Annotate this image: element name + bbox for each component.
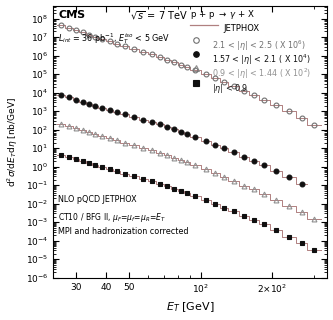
Text: p + p $\rightarrow$ $\gamma$ + X: p + p $\rightarrow$ $\gamma$ + X xyxy=(190,8,255,21)
Text: 1.57 < |$\eta$| < 2.1 ( X 10$^4$): 1.57 < |$\eta$| < 2.1 ( X 10$^4$) xyxy=(212,53,311,67)
Y-axis label: d$^2\sigma$/d$E_T$d$\eta$ [nb/GeV]: d$^2\sigma$/d$E_T$d$\eta$ [nb/GeV] xyxy=(6,97,20,187)
Text: 2.1 < |$\eta$| < 2.5 ( X 10$^6$): 2.1 < |$\eta$| < 2.5 ( X 10$^6$) xyxy=(212,38,306,52)
X-axis label: $E_T$ [GeV]: $E_T$ [GeV] xyxy=(166,300,214,315)
Text: NLO pQCD JETPHOX: NLO pQCD JETPHOX xyxy=(58,195,137,204)
Text: JETPHOX: JETPHOX xyxy=(223,24,259,33)
Text: CMS: CMS xyxy=(58,10,86,20)
Text: $\sqrt{s}$ = 7 TeV: $\sqrt{s}$ = 7 TeV xyxy=(130,10,188,22)
Text: MPI and hadronization corrected: MPI and hadronization corrected xyxy=(58,228,189,236)
Text: $L_{int}$ = 36 pb$^{-1}$, $E_T^{iso}$ < 5 GeV: $L_{int}$ = 36 pb$^{-1}$, $E_T^{iso}$ < … xyxy=(58,31,170,46)
Text: CT10 / BFG II, $\mu_F$=$\mu_f$=$\mu_R$=$E_T$: CT10 / BFG II, $\mu_F$=$\mu_f$=$\mu_R$=$… xyxy=(58,211,166,224)
Text: 0.9 < |$\eta$| < 1.44 ( X 10$^2$): 0.9 < |$\eta$| < 1.44 ( X 10$^2$) xyxy=(212,67,311,82)
Text: |$\eta$| < 0.9: |$\eta$| < 0.9 xyxy=(212,82,248,94)
